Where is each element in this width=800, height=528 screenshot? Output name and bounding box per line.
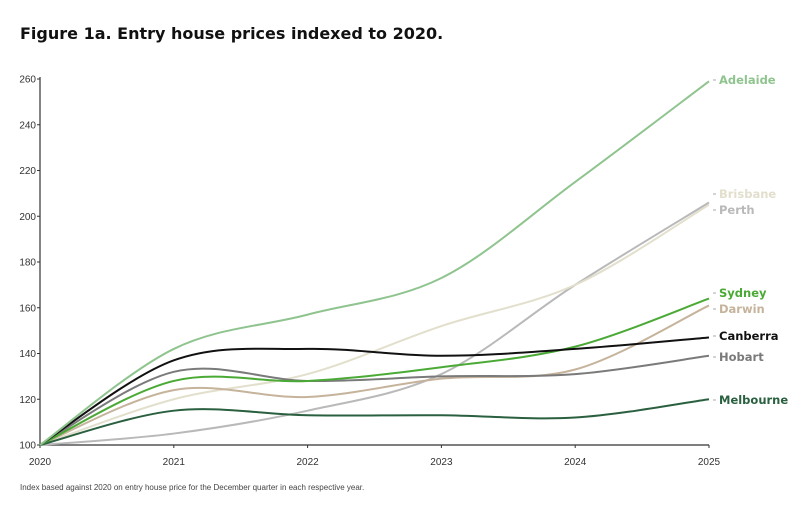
chart-note: Index based against 2020 on entry house … (20, 483, 365, 492)
series-line-perth (39, 201, 710, 446)
series-line-melbourne (39, 398, 710, 446)
series-label-adelaide: Adelaide (719, 73, 776, 87)
y-tick-label: 260 (19, 75, 36, 86)
series-line-sydney (39, 297, 710, 446)
x-tick-label: 2024 (564, 457, 587, 468)
series-label-sydney: Sydney (719, 286, 767, 300)
series-label-canberra: Canberra (719, 329, 779, 343)
x-tick-label: 2020 (29, 457, 52, 468)
series-line-adelaide (39, 80, 710, 446)
series-line-canberra (39, 336, 710, 446)
series-label-brisbane: Brisbane (719, 187, 776, 201)
y-tick-label: 120 (19, 395, 36, 406)
series-label-darwin: Darwin (719, 302, 765, 316)
y-tick-label: 180 (19, 258, 36, 269)
y-tick-label: 240 (19, 120, 36, 131)
y-tick-label: 200 (19, 212, 36, 223)
series-line-brisbane (39, 203, 710, 446)
series-line-hobart (39, 354, 710, 446)
x-tick-label: 2021 (163, 457, 186, 468)
y-tick-label: 160 (19, 303, 36, 314)
series-line-darwin (39, 304, 710, 446)
chart-title: Figure 1a. Entry house prices indexed to… (20, 24, 444, 43)
x-tick-label: 2025 (698, 457, 721, 468)
series-label-melbourne: Melbourne (719, 393, 788, 407)
x-tick-label: 2022 (296, 457, 319, 468)
y-tick-label: 100 (19, 441, 36, 452)
x-tick-label: 2023 (430, 457, 453, 468)
y-tick-label: 220 (19, 166, 36, 177)
series-label-perth: Perth (719, 203, 755, 217)
series-label-hobart: Hobart (719, 350, 764, 364)
y-tick-label: 140 (19, 349, 36, 360)
